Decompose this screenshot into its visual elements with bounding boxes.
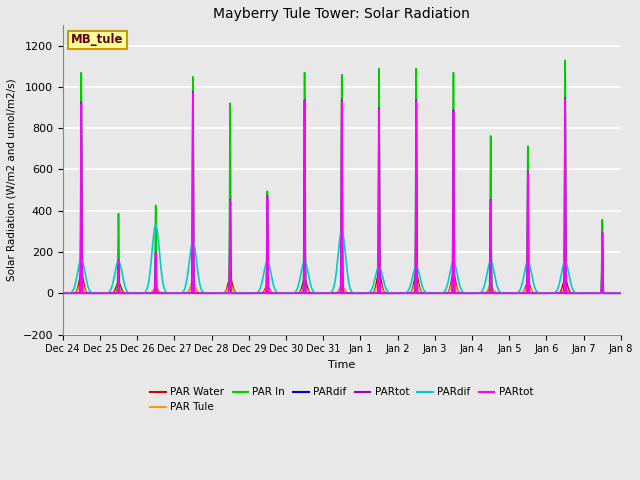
PARdif: [617, 290, 625, 296]
PARtot: [467, 290, 475, 296]
PAR In: [59, 290, 67, 296]
PAR In: [616, 290, 624, 296]
PAR Water: [436, 290, 444, 296]
PAR Tule: [616, 290, 624, 296]
PARdif: [616, 290, 624, 296]
Title: Mayberry Tule Tower: Solar Radiation: Mayberry Tule Tower: Solar Radiation: [213, 7, 470, 21]
PARdif: [321, 290, 329, 296]
Legend: PAR Water, PAR Tule, PAR In, PARdif, PARtot, PARdif, PARtot: PAR Water, PAR Tule, PAR In, PARdif, PAR…: [147, 383, 538, 417]
PARdif: [59, 290, 67, 296]
PAR Water: [159, 290, 167, 296]
PAR Water: [321, 290, 329, 296]
PAR Tule: [449, 277, 457, 283]
PAR Water: [499, 290, 506, 296]
PARdif: [59, 290, 67, 296]
Line: PAR Tule: PAR Tule: [63, 280, 621, 293]
PARtot: [321, 290, 329, 296]
PARdif: [616, 290, 624, 296]
PAR Tule: [467, 290, 475, 296]
PAR Water: [580, 290, 588, 296]
Text: MB_tule: MB_tule: [71, 34, 124, 47]
PAR Water: [467, 290, 475, 296]
PARtot: [617, 290, 625, 296]
PAR Water: [59, 290, 67, 296]
PARtot: [189, 89, 196, 95]
PARtot: [499, 290, 506, 296]
PAR In: [321, 290, 329, 296]
PAR In: [467, 290, 475, 296]
PARtot: [436, 290, 444, 296]
Line: PARtot: PARtot: [63, 94, 621, 293]
PARdif: [208, 290, 216, 296]
PARtot: [59, 290, 67, 296]
PARdif: [436, 290, 444, 296]
PARdif: [617, 290, 625, 296]
PARtot: [159, 290, 167, 296]
PAR Water: [617, 290, 625, 296]
PARtot: [59, 290, 67, 296]
Y-axis label: Solar Radiation (W/m2 and umol/m2/s): Solar Radiation (W/m2 and umol/m2/s): [7, 78, 17, 281]
PARdif: [159, 290, 167, 296]
PARtot: [617, 290, 625, 296]
PARtot: [499, 290, 506, 296]
PARtot: [436, 290, 444, 296]
PARdif: [499, 290, 506, 296]
PAR In: [561, 58, 569, 63]
PAR In: [436, 290, 444, 296]
PARdif: [467, 290, 475, 296]
PAR Tule: [436, 290, 444, 296]
PARdif: [499, 290, 507, 296]
PARdif: [152, 222, 159, 228]
PARtot: [189, 91, 196, 96]
X-axis label: Time: Time: [328, 360, 355, 370]
PAR Tule: [499, 290, 506, 296]
PAR Tule: [321, 290, 329, 296]
PARtot: [467, 290, 475, 296]
PAR Tule: [59, 290, 67, 296]
Line: PAR Water: PAR Water: [63, 272, 621, 293]
PAR Water: [375, 269, 383, 275]
PAR Tule: [580, 290, 588, 296]
PARdif: [467, 290, 475, 296]
PARdif: [436, 290, 444, 296]
Line: PARtot: PARtot: [63, 92, 621, 293]
PAR Water: [616, 290, 624, 296]
PAR Tule: [159, 290, 167, 296]
PARtot: [616, 290, 624, 296]
PAR In: [159, 290, 167, 296]
PAR Tule: [617, 290, 625, 296]
PARtot: [159, 290, 167, 296]
Line: PARdif: PARdif: [63, 225, 621, 293]
Line: PAR In: PAR In: [63, 60, 621, 293]
PAR In: [499, 290, 506, 296]
PARdif: [159, 281, 167, 287]
PARdif: [321, 290, 329, 296]
PAR In: [617, 290, 625, 296]
PARtot: [321, 290, 329, 296]
PARtot: [616, 290, 624, 296]
